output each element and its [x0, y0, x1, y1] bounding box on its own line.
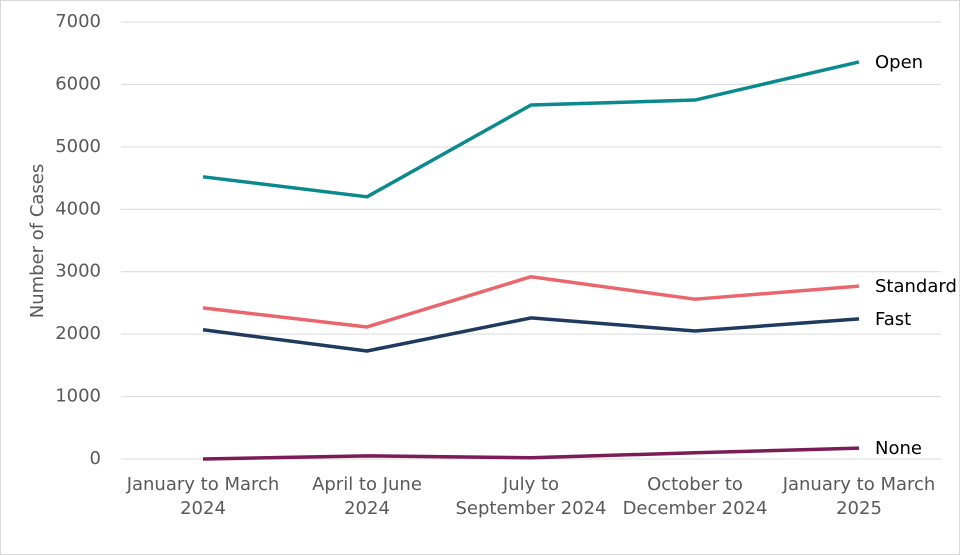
x-tick-label: October to December 2024 — [622, 474, 768, 519]
x-tick-label: April to June 2024 — [312, 474, 422, 519]
series-label: Standard — [875, 276, 957, 297]
y-tick-label: 5000 — [55, 136, 101, 157]
y-axis-title: Number of Cases — [27, 164, 48, 319]
y-tick-label: 4000 — [55, 198, 101, 219]
y-tick-label: 1000 — [55, 386, 101, 407]
series-line — [202, 316, 860, 353]
series-label: Open — [875, 52, 923, 73]
y-tick-label: 6000 — [55, 73, 101, 94]
x-tick-label: January to March 2025 — [782, 474, 936, 519]
series-label: Fast — [875, 309, 911, 330]
y-tick-label: 2000 — [55, 323, 101, 344]
x-tick-label: January to March 2024 — [126, 474, 280, 519]
series-line — [202, 60, 860, 199]
y-tick-label: 3000 — [55, 261, 101, 282]
series-label: None — [875, 438, 922, 459]
series-line — [202, 274, 860, 329]
y-tick-label: 7000 — [55, 11, 101, 32]
series-line — [202, 446, 860, 461]
y-tick-label: 0 — [90, 448, 101, 469]
x-tick-label: July to September 2024 — [455, 474, 607, 519]
